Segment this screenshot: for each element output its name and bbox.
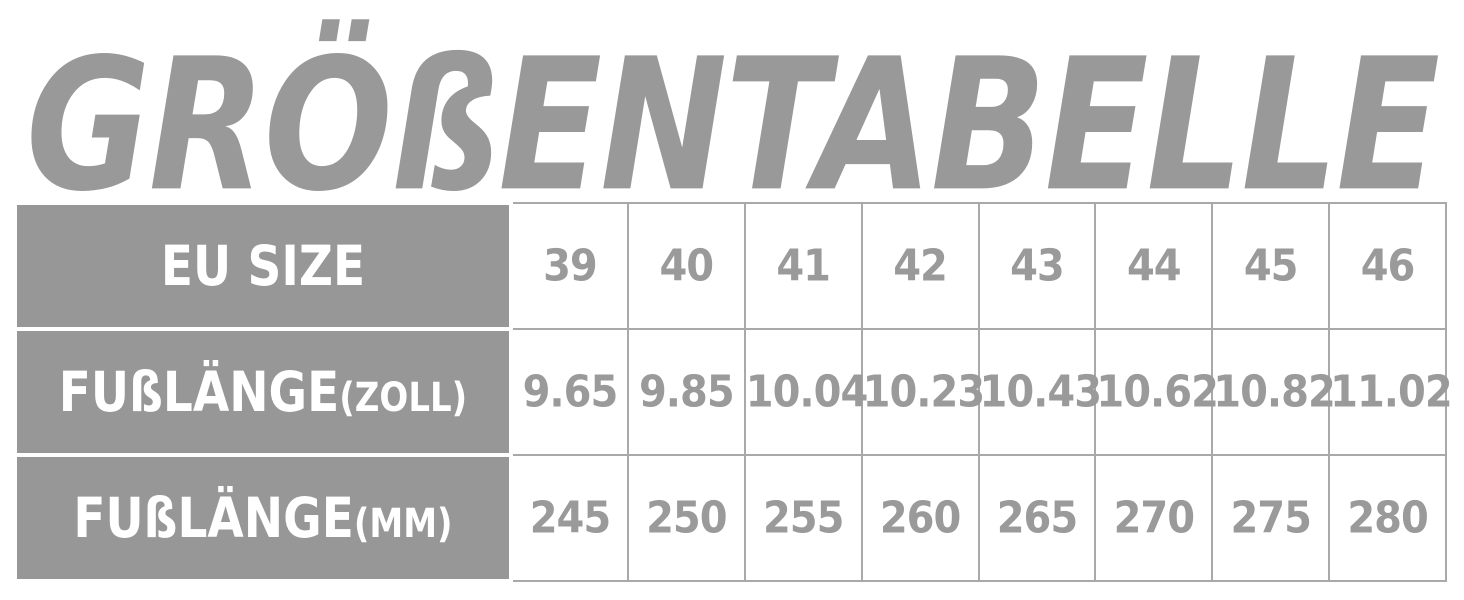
- row-header-suffix: (MM): [353, 499, 453, 547]
- row-header-foot-length-mm: FUßLÄNGE(MM): [13, 453, 513, 583]
- table-cell: 40: [626, 202, 746, 330]
- row-header-foot-length-inch: FUßLÄNGE(ZOLL): [13, 327, 513, 457]
- table-cell: 41: [743, 202, 863, 330]
- table-cell: 46: [1328, 202, 1447, 330]
- table-cell: 44: [1094, 202, 1214, 330]
- row-header-suffix: (ZOLL): [339, 373, 468, 421]
- row-header-main: EU SIZE: [160, 233, 366, 299]
- table-cell: 43: [977, 202, 1097, 330]
- table-cell: 275: [1211, 454, 1331, 582]
- row-header-label: FUßLÄNGE(MM): [73, 486, 452, 551]
- table-cell: 10.04: [743, 328, 868, 456]
- row-header-main: FUßLÄNGE: [73, 485, 354, 551]
- table-cell: 270: [1094, 454, 1214, 582]
- table-cell: 45: [1211, 202, 1331, 330]
- table-cell: 255: [743, 454, 863, 582]
- table-cell: 250: [626, 454, 746, 582]
- table-cell: 10.82: [1211, 328, 1336, 456]
- table-cell: 9.85: [626, 328, 746, 456]
- table-cell: 280: [1328, 454, 1447, 582]
- table-cell: 10.62: [1094, 328, 1219, 456]
- table-cell: 10.23: [860, 328, 985, 456]
- table-cell: 9.65: [510, 328, 629, 456]
- row-header-main: FUßLÄNGE: [58, 359, 340, 425]
- table-cell: 39: [510, 202, 629, 330]
- table-cell: 11.02: [1328, 328, 1453, 456]
- row-header-label: EU SIZE: [161, 234, 365, 299]
- size-table: EU SIZE 39 40 41 42 43 44 45 46 FUßLÄNGE…: [13, 201, 1453, 583]
- table-cell: 42: [860, 202, 980, 330]
- table-row-foot-length-mm: FUßLÄNGE(MM) 245 250 255 260 265 270 275…: [13, 453, 1447, 583]
- table-cell: 245: [510, 454, 629, 582]
- page-title: GRÖßENTABELLE: [25, 19, 1440, 232]
- table-cell: 260: [860, 454, 980, 582]
- table-row-foot-length-inch: FUßLÄNGE(ZOLL) 9.65 9.85 10.04 10.23 10.…: [13, 327, 1453, 457]
- title-band: GRÖßENTABELLE: [0, 0, 1464, 231]
- table-cell: 10.43: [977, 328, 1102, 456]
- table-row-eu-size: EU SIZE 39 40 41 42 43 44 45 46: [13, 201, 1447, 331]
- row-header-label: FUßLÄNGE(ZOLL): [59, 360, 467, 425]
- row-header-eu-size: EU SIZE: [13, 201, 513, 331]
- table-cell: 265: [977, 454, 1097, 582]
